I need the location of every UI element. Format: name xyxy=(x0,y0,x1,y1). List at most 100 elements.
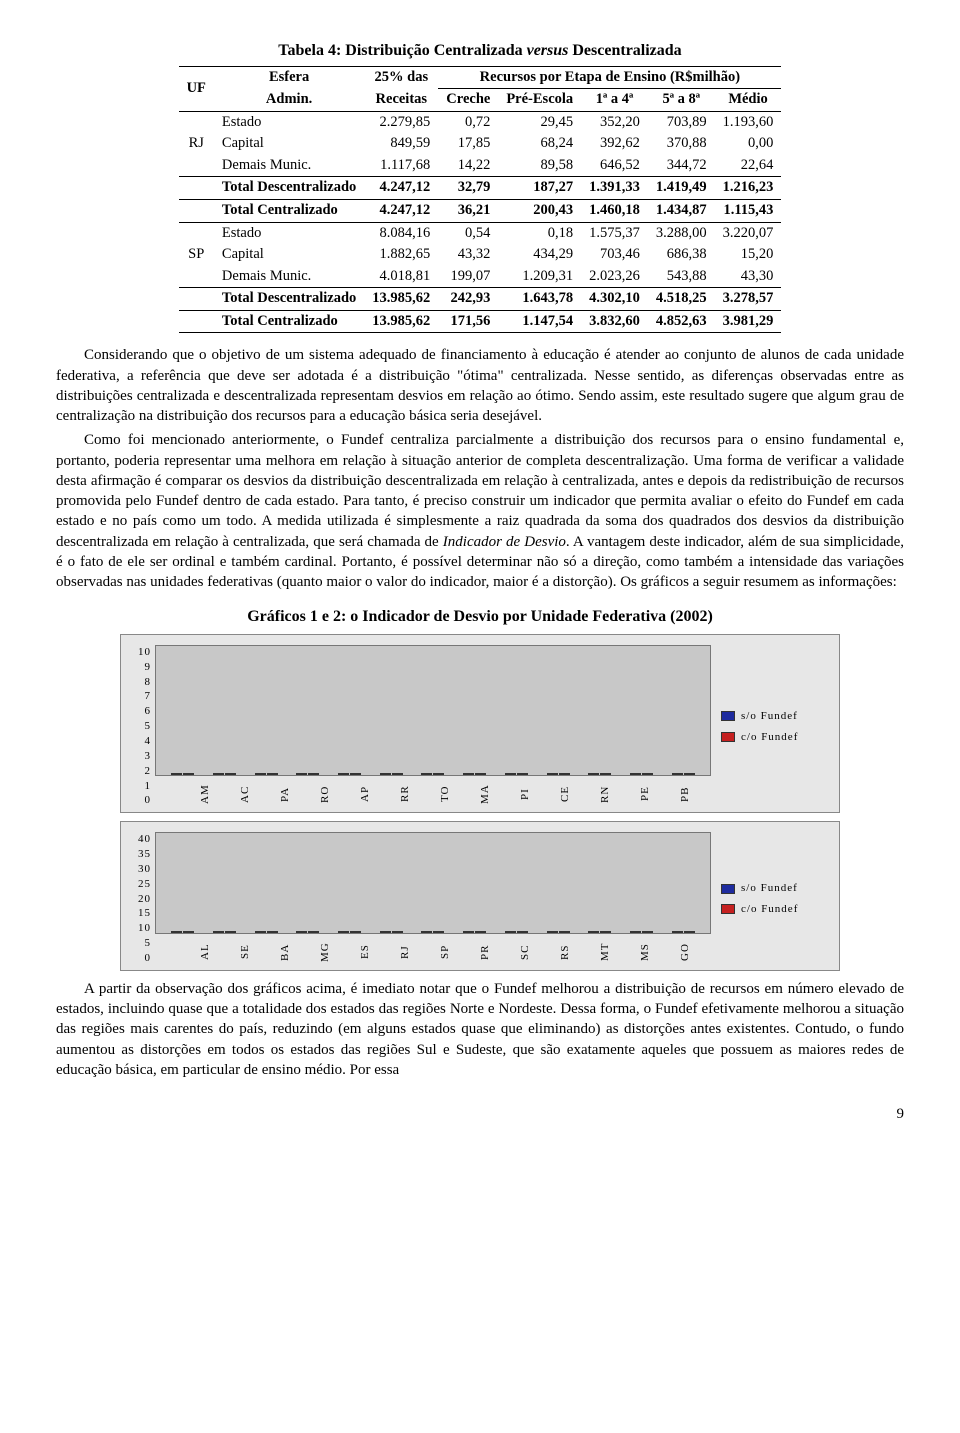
bar-co-fundef xyxy=(308,773,319,775)
bar-co-fundef xyxy=(600,931,611,933)
xtick-label: PB xyxy=(678,780,693,808)
bar-co-fundef xyxy=(475,931,486,933)
bar-co-fundef xyxy=(225,931,236,933)
legend-swatch-1 xyxy=(721,711,735,721)
th-esfera: Esfera xyxy=(214,66,364,89)
bar-group xyxy=(496,773,538,775)
table-row: Total Centralizado4.247,1236,21200,431.4… xyxy=(179,199,782,222)
ytick-label: 25 xyxy=(129,877,151,892)
bar-co-fundef xyxy=(433,773,444,775)
bar-group xyxy=(412,773,454,775)
bar-co-fundef xyxy=(183,931,194,933)
paragraph-1: Considerando que o objetivo de um sistem… xyxy=(56,345,904,426)
chart-2-plot xyxy=(155,832,711,934)
ytick-label: 4 xyxy=(129,734,151,749)
ytick-label: 30 xyxy=(129,862,151,877)
bar-so-fundef xyxy=(213,931,224,933)
ytick-label: 3 xyxy=(129,749,151,764)
bar-so-fundef xyxy=(421,931,432,933)
chart-1-legend: s/o Fundef c/o Fundef xyxy=(711,645,831,808)
table-row: Capital1.882,6543,32434,29703,46686,3815… xyxy=(179,244,782,266)
xtick-label: RR xyxy=(398,780,413,808)
bar-group xyxy=(370,773,412,775)
bar-group xyxy=(454,773,496,775)
xtick-label: CE xyxy=(558,780,573,808)
xtick-label: AL xyxy=(198,938,213,966)
th-creche: Creche xyxy=(438,89,498,112)
th-medio: Médio xyxy=(715,89,782,112)
chart-2-yaxis: 4035302520151050 xyxy=(129,832,155,966)
xtick-label: RO xyxy=(318,780,333,808)
bar-group xyxy=(245,773,287,775)
bar-co-fundef xyxy=(433,931,444,933)
bar-group xyxy=(329,773,371,775)
xtick-label: GO xyxy=(678,938,693,966)
xtick-label: AM xyxy=(198,780,213,808)
bar-so-fundef xyxy=(421,773,432,775)
xtick-label: AC xyxy=(238,780,253,808)
xtick-label: RN xyxy=(598,780,613,808)
bar-group xyxy=(204,773,246,775)
bar-co-fundef xyxy=(517,931,528,933)
ytick-label: 10 xyxy=(129,645,151,660)
xtick-label: PE xyxy=(638,780,653,808)
bar-co-fundef xyxy=(308,931,319,933)
xtick-label: BA xyxy=(278,938,293,966)
th-pre: Pré-Escola xyxy=(498,89,581,112)
bar-so-fundef xyxy=(255,931,266,933)
bar-group xyxy=(370,931,412,933)
bar-so-fundef xyxy=(630,773,641,775)
bar-so-fundef xyxy=(463,931,474,933)
bar-co-fundef xyxy=(392,773,403,775)
xtick-label: MS xyxy=(638,938,653,966)
bar-so-fundef xyxy=(588,931,599,933)
bar-co-fundef xyxy=(642,931,653,933)
chart-2-xaxis: ALSEBAMGESRJSPPRSCRSMTMSGO xyxy=(155,934,711,966)
bar-co-fundef xyxy=(642,773,653,775)
bar-group xyxy=(204,931,246,933)
bar-group xyxy=(621,773,663,775)
bar-co-fundef xyxy=(267,931,278,933)
th-pct: 25% das xyxy=(364,66,438,89)
bar-so-fundef xyxy=(463,773,474,775)
table-row: Demais Munic.1.117,6814,2289,58646,52344… xyxy=(179,155,782,177)
legend-swatch-2 xyxy=(721,904,735,914)
xtick-label: AP xyxy=(358,780,373,808)
xtick-label: MT xyxy=(598,938,613,966)
th-admin: Admin. xyxy=(214,89,364,112)
bar-group xyxy=(329,931,371,933)
xtick-label: SP xyxy=(438,938,453,966)
ytick-label: 20 xyxy=(129,892,151,907)
xtick-label: PA xyxy=(278,780,293,808)
xtick-label: TO xyxy=(438,780,453,808)
ytick-label: 1 xyxy=(129,779,151,794)
xtick-label: ES xyxy=(358,938,373,966)
chart-1-yaxis: 109876543210 xyxy=(129,645,155,808)
paragraph-2: Como foi mencionado anteriormente, o Fun… xyxy=(56,430,904,592)
bar-group xyxy=(579,931,621,933)
bar-co-fundef xyxy=(684,773,695,775)
xtick-label: PR xyxy=(478,938,493,966)
bar-co-fundef xyxy=(600,773,611,775)
chart-1: 109876543210 AMACPAROAPRRTOMAPICERNPEPB … xyxy=(120,634,840,813)
bar-group xyxy=(454,931,496,933)
bar-so-fundef xyxy=(380,931,391,933)
table-4-title: Tabela 4: Distribuição Centralizada vers… xyxy=(56,40,904,62)
legend-swatch-2 xyxy=(721,732,735,742)
ytick-label: 40 xyxy=(129,832,151,847)
ytick-label: 5 xyxy=(129,936,151,951)
bar-group xyxy=(537,931,579,933)
charts-title: Gráficos 1 e 2: o Indicador de Desvio po… xyxy=(56,606,904,628)
table-row: RJ Estado2.279,850,7229,45352,20703,891.… xyxy=(179,111,782,133)
ytick-label: 0 xyxy=(129,951,151,966)
ytick-label: 5 xyxy=(129,719,151,734)
bar-so-fundef xyxy=(547,931,558,933)
bar-so-fundef xyxy=(338,931,349,933)
bar-so-fundef xyxy=(505,931,516,933)
xtick-label: PI xyxy=(518,780,533,808)
bar-co-fundef xyxy=(517,773,528,775)
bar-so-fundef xyxy=(296,931,307,933)
ytick-label: 15 xyxy=(129,906,151,921)
bar-group xyxy=(287,773,329,775)
legend-swatch-1 xyxy=(721,884,735,894)
